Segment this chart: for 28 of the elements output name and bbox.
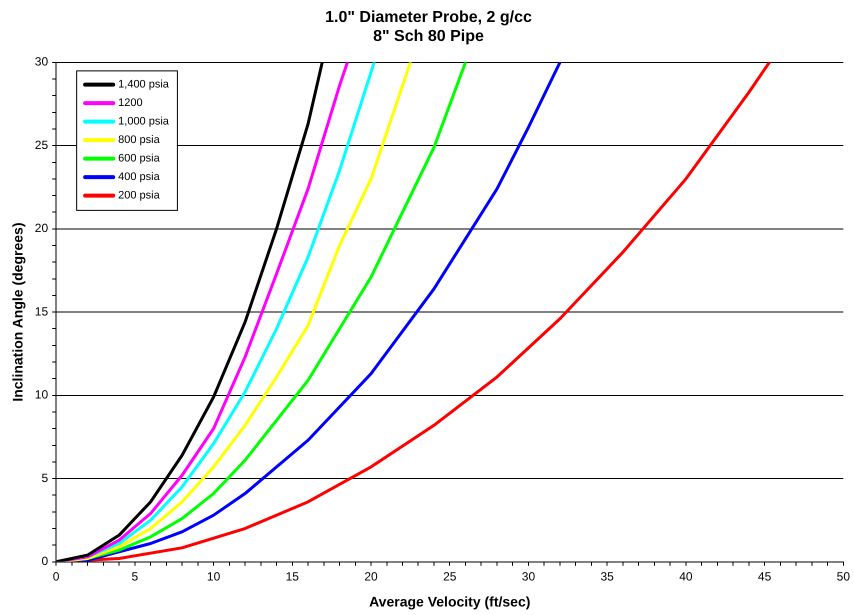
legend-label: 600 psia	[118, 152, 161, 165]
y-tick-label: 30	[34, 54, 48, 69]
y-tick-label: 10	[34, 388, 48, 402]
x-tick-label: 15	[286, 569, 300, 584]
legend-label: 1200	[118, 97, 143, 110]
legend-label: 800 psia	[118, 134, 161, 146]
y-tick-label: 0	[41, 554, 48, 568]
legend-label: 400 psia	[118, 171, 161, 184]
y-tick-label: 20	[34, 221, 48, 236]
x-tick-label: 30	[522, 569, 536, 584]
y-axis-title: Inclination Angle (degrees)	[9, 222, 26, 402]
x-tick-label: 5	[132, 569, 139, 584]
y-tick-label: 25	[34, 138, 48, 152]
x-axis-title: Average Velocity (ft/sec)	[369, 593, 530, 610]
y-tick-label: 5	[41, 470, 48, 485]
y-tick-label: 15	[34, 304, 48, 318]
x-tick-label: 35	[600, 569, 614, 584]
legend-label: 1,000 psia	[118, 116, 170, 128]
legend-label: 200 psia	[118, 190, 161, 202]
x-tick-label: 10	[206, 569, 221, 584]
x-tick-label: 25	[443, 569, 457, 584]
x-tick-label: 40	[679, 569, 693, 584]
legend-label: 1,400 psia	[118, 78, 170, 91]
chart-title: 1.0" Diameter Probe, 2 g/cc 8" Sch 80 Pipe	[325, 9, 532, 46]
x-tick-label: 50	[836, 569, 850, 584]
x-tick-label: 0	[52, 569, 60, 584]
x-tick-label: 20	[364, 569, 378, 584]
x-tick-label: 45	[758, 569, 772, 584]
